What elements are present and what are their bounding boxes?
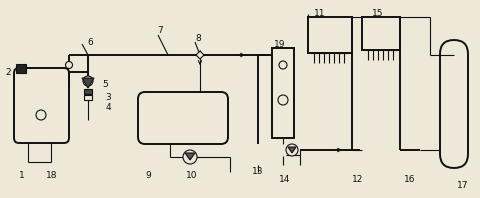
Text: 8: 8 bbox=[195, 33, 201, 43]
Bar bbox=[362, 17, 400, 50]
Circle shape bbox=[83, 76, 93, 86]
Text: 12: 12 bbox=[352, 175, 364, 185]
Text: 2: 2 bbox=[5, 68, 11, 76]
Text: 9: 9 bbox=[145, 170, 151, 180]
Bar bbox=[16, 64, 26, 73]
Polygon shape bbox=[196, 51, 204, 59]
Text: 11: 11 bbox=[314, 9, 326, 17]
Text: 14: 14 bbox=[279, 175, 291, 185]
FancyBboxPatch shape bbox=[14, 68, 69, 143]
Text: 15: 15 bbox=[372, 9, 384, 17]
Bar bbox=[272, 48, 294, 138]
FancyBboxPatch shape bbox=[138, 92, 228, 144]
Text: 19: 19 bbox=[274, 39, 286, 49]
Text: 10: 10 bbox=[186, 170, 198, 180]
Circle shape bbox=[279, 61, 287, 69]
Text: 6: 6 bbox=[87, 37, 93, 47]
Text: 3: 3 bbox=[105, 92, 111, 102]
Text: 17: 17 bbox=[457, 181, 469, 189]
Polygon shape bbox=[288, 147, 296, 153]
Text: 18: 18 bbox=[46, 170, 58, 180]
Text: 7: 7 bbox=[157, 26, 163, 34]
Circle shape bbox=[65, 62, 72, 69]
Circle shape bbox=[278, 95, 288, 105]
Bar bbox=[84, 89, 92, 94]
Circle shape bbox=[183, 150, 197, 164]
Text: 5: 5 bbox=[102, 80, 108, 89]
Text: 1: 1 bbox=[19, 170, 25, 180]
Text: 13: 13 bbox=[252, 168, 264, 176]
Circle shape bbox=[36, 110, 46, 120]
Polygon shape bbox=[82, 78, 94, 88]
Bar bbox=[84, 95, 92, 100]
Polygon shape bbox=[185, 153, 195, 160]
Circle shape bbox=[286, 144, 298, 156]
Text: 4: 4 bbox=[105, 103, 111, 111]
Bar bbox=[308, 17, 352, 53]
FancyBboxPatch shape bbox=[440, 40, 468, 168]
Text: 16: 16 bbox=[404, 175, 416, 185]
